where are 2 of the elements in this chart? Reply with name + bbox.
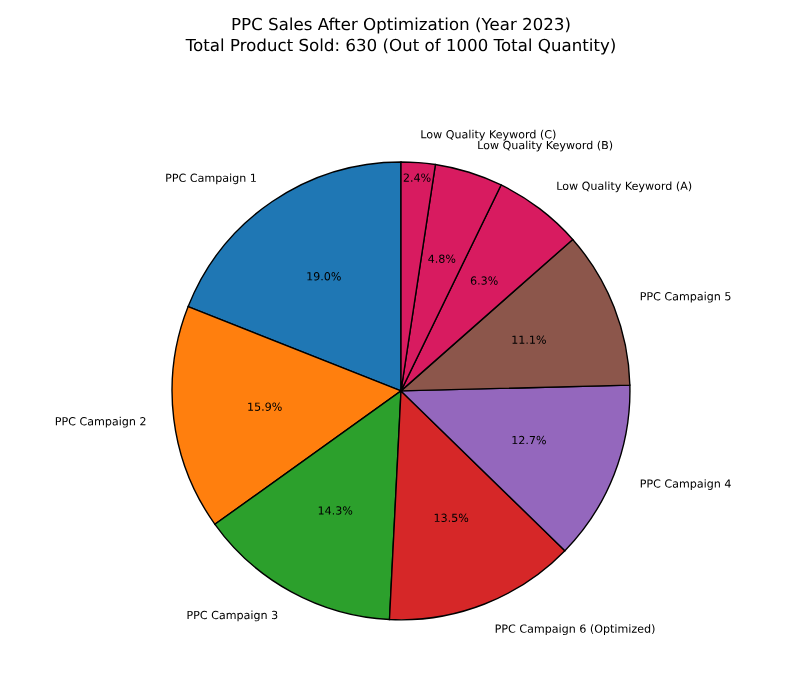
chart-title: PPC Sales After Optimization (Year 2023) bbox=[232, 17, 570, 34]
chart-subtitle: Total Product Sold: 630 (Out of 1000 Total Quantity) bbox=[185, 38, 615, 55]
